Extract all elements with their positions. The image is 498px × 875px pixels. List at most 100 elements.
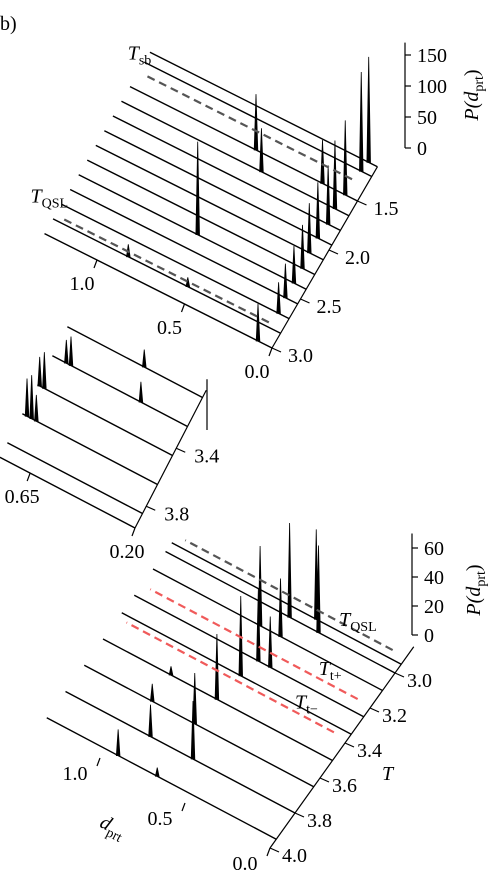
d-tick-label: 0.5: [148, 808, 173, 830]
threshold-line: [149, 588, 359, 701]
peak: [154, 767, 160, 777]
T-tick: [146, 505, 156, 511]
threshold-label-part: T: [31, 185, 44, 207]
threshold-label-part: T: [339, 609, 352, 631]
d-tick: [181, 802, 186, 812]
peak: [37, 356, 42, 387]
d-tick: [180, 303, 186, 313]
z-tick-label: 40: [424, 567, 444, 589]
slice-line: [171, 542, 402, 665]
threshold-label-part: t+: [330, 669, 342, 684]
threshold-label: Tt+: [319, 658, 342, 684]
slice-line: [22, 413, 158, 486]
peak: [300, 224, 305, 269]
threshold-label-part: t−: [306, 702, 318, 717]
slice-line: [61, 203, 290, 320]
d-tick: [96, 757, 101, 767]
z-tick-label: 20: [424, 596, 444, 618]
z-axis-label-part: P(d: [461, 91, 483, 122]
peak: [64, 339, 69, 364]
peak: [332, 140, 338, 210]
slice-line: [7, 442, 143, 515]
z-tick-label: 50: [417, 107, 437, 129]
d-tick-label: 1.0: [70, 273, 95, 295]
peak: [320, 139, 325, 184]
slice-line: [149, 51, 378, 168]
slice-line: [69, 188, 298, 305]
z-axis-label-part: P(d: [463, 586, 485, 617]
z-axis-label-part: ): [461, 69, 483, 76]
threshold-label-part: T: [295, 691, 308, 713]
slice-line: [37, 384, 173, 457]
threshold-label-part: T: [128, 42, 141, 64]
peak: [278, 578, 283, 637]
threshold-line: [184, 539, 394, 652]
peak: [34, 394, 39, 422]
T-tick: [357, 200, 367, 206]
peak: [291, 245, 297, 284]
peak: [257, 545, 263, 627]
T-tick-label: 3.0: [407, 670, 432, 692]
slice-line: [83, 664, 315, 788]
d-tick: [26, 472, 31, 482]
d-tick-label: 0.65: [5, 486, 40, 508]
threshold-line: [146, 75, 353, 181]
threshold-label: TQSL: [339, 609, 377, 635]
peak: [138, 381, 144, 403]
slice-line: [86, 159, 316, 276]
z-tick-label: 60: [424, 538, 444, 560]
d-tick: [268, 347, 273, 357]
T-tick: [269, 847, 280, 853]
peak: [168, 666, 174, 676]
d-tick-label: 0.5: [157, 317, 182, 339]
slice-line: [95, 144, 324, 261]
T-tick-label: 3.4: [357, 740, 382, 762]
z-tick-label: 0: [424, 625, 434, 647]
slice-line: [133, 594, 365, 718]
threshold-label: Tt−: [295, 691, 318, 717]
T-tick: [344, 742, 355, 748]
T-tick: [394, 672, 405, 678]
threshold-label-part: QSL: [42, 196, 68, 211]
slice-line: [143, 61, 373, 178]
peak: [192, 672, 197, 725]
T-tick-label: 3.8: [164, 503, 189, 525]
T-tick-label: 1.5: [374, 198, 399, 220]
peak: [366, 56, 371, 163]
peak: [195, 141, 200, 236]
z-axis-label-part: prt: [472, 76, 487, 92]
peak: [316, 545, 321, 633]
peak: [256, 588, 261, 662]
slice-line: [112, 115, 341, 232]
peak: [115, 729, 121, 756]
threshold-line: [63, 218, 270, 324]
d-axis-label-part: prt: [103, 825, 124, 845]
slice-line: [67, 326, 203, 399]
slice-line: [102, 638, 333, 762]
z-axis-label: P(dprt): [463, 564, 489, 616]
slice-line: [152, 568, 383, 692]
T-tick-label: 2.0: [345, 247, 370, 269]
peak: [359, 72, 364, 172]
z-tick-label: 100: [417, 76, 447, 98]
d-axis-label: dprt: [95, 811, 130, 846]
peak: [276, 282, 281, 314]
slice-line: [129, 85, 358, 202]
peak: [42, 352, 47, 389]
threshold-label: Tsb: [128, 42, 152, 68]
slice-line: [121, 612, 352, 735]
z-tick-label: 150: [417, 45, 447, 67]
peak: [283, 263, 288, 299]
T-tick: [294, 812, 305, 818]
d-tick-label: 0.20: [110, 541, 145, 563]
slice-line: [65, 690, 296, 814]
peak: [214, 634, 220, 700]
T-tick-label: 3.6: [332, 775, 357, 797]
peak: [29, 375, 34, 420]
peak: [148, 704, 153, 737]
T-tick: [300, 298, 310, 304]
d-tick: [131, 527, 136, 537]
threshold-label-part: QSL: [350, 620, 376, 635]
T-tick-label: 3.0: [288, 345, 313, 367]
T-axis-line: [269, 646, 415, 849]
